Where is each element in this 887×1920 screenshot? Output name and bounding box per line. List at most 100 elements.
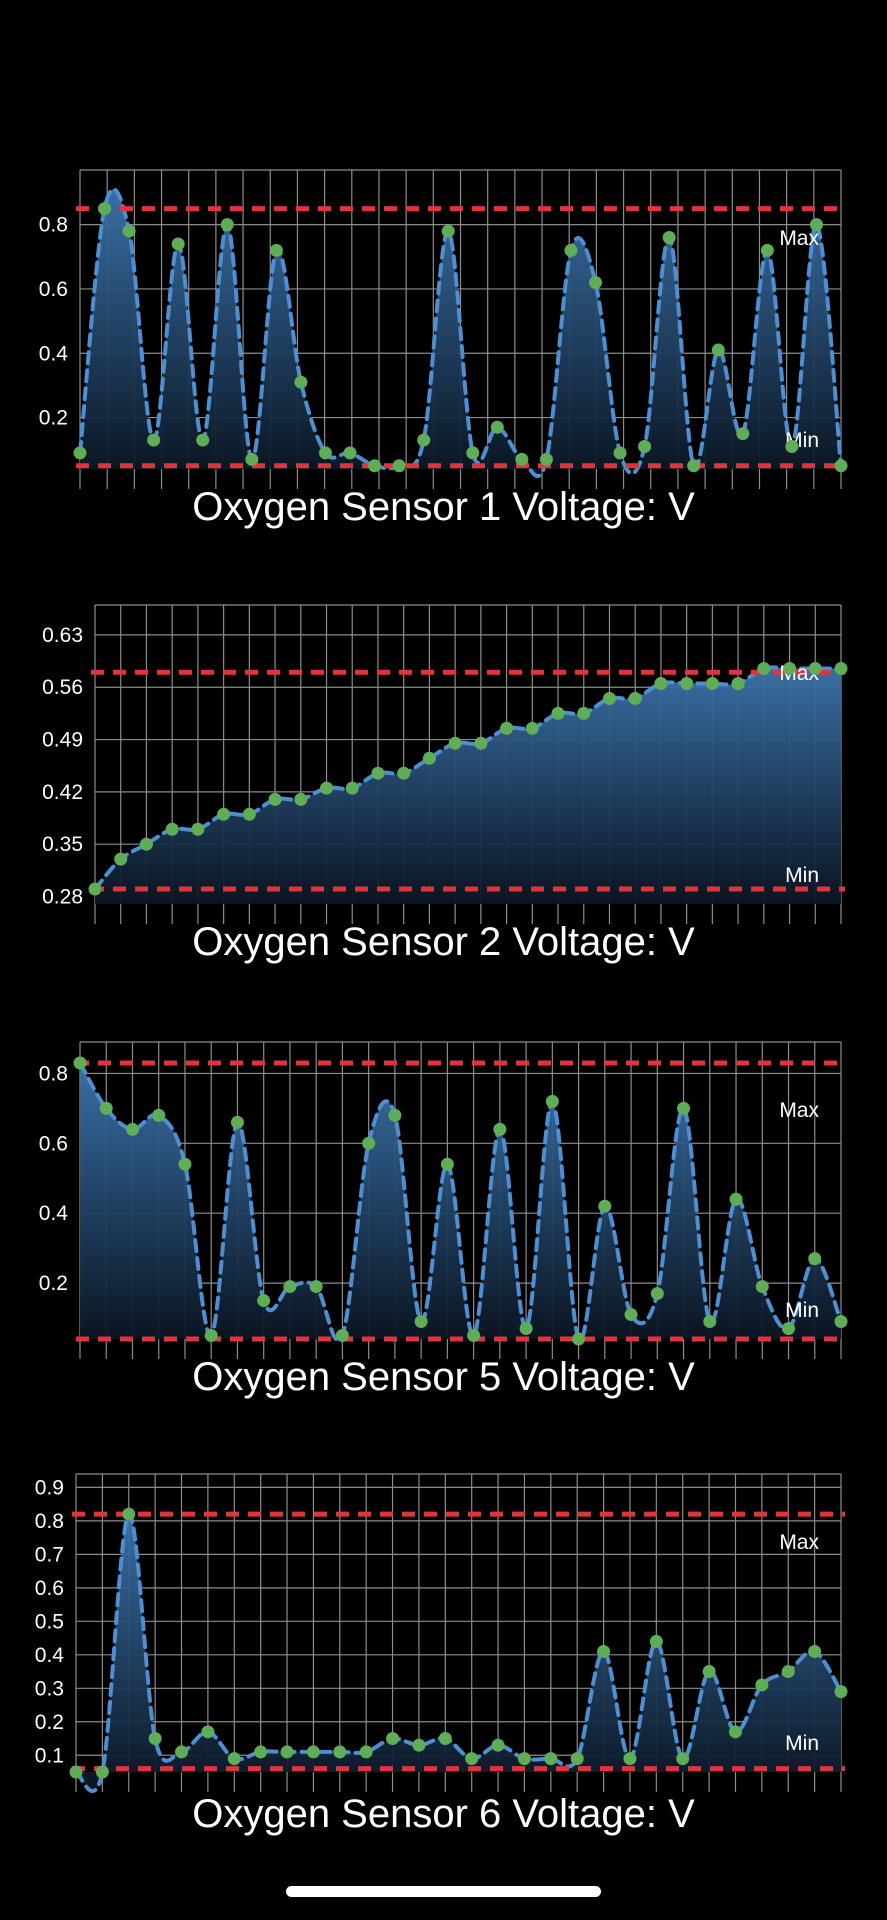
data-point xyxy=(650,1287,664,1301)
data-point xyxy=(125,1122,139,1136)
data-point xyxy=(490,420,504,434)
max-label: Max xyxy=(779,1099,819,1122)
data-point xyxy=(122,224,136,238)
data-point xyxy=(148,1732,162,1746)
y-tick-label: 0.42 xyxy=(42,781,83,804)
data-point xyxy=(268,792,282,806)
data-point xyxy=(114,852,128,866)
area-fill xyxy=(80,1063,841,1341)
data-point xyxy=(515,452,529,466)
data-point xyxy=(539,452,553,466)
data-point xyxy=(677,1101,691,1115)
data-point xyxy=(294,792,308,806)
data-point xyxy=(809,218,823,232)
min-label: Min xyxy=(785,864,819,887)
data-point xyxy=(572,1332,586,1346)
data-point xyxy=(414,1315,428,1329)
data-point xyxy=(318,446,332,460)
y-tick-label: 0.8 xyxy=(39,1062,68,1085)
data-point xyxy=(242,807,256,821)
y-tick-label: 0.56 xyxy=(42,676,83,699)
data-point xyxy=(392,459,406,473)
data-point xyxy=(808,1644,822,1658)
data-point xyxy=(628,691,642,705)
y-tick-label: 0.8 xyxy=(39,214,68,237)
min-label: Min xyxy=(785,1732,819,1755)
y-tick-label: 0.4 xyxy=(39,342,69,365)
data-point xyxy=(544,1752,558,1766)
data-point xyxy=(589,276,603,290)
data-point xyxy=(731,676,745,690)
data-point xyxy=(388,1108,402,1122)
chart-title: Oxygen Sensor 1 Voltage: V xyxy=(192,485,695,529)
data-point xyxy=(551,706,565,720)
data-point xyxy=(808,1252,822,1266)
data-point xyxy=(736,427,750,441)
chart-title: Oxygen Sensor 2 Voltage: V xyxy=(192,920,695,964)
chart-panel-6: 0.1 0.2 0.3 0.4 0.5 0.6 0.7 0.8 0.9 Max Min Oxygen… xyxy=(0,1472,887,1852)
data-point xyxy=(269,243,283,257)
data-point xyxy=(362,1136,376,1150)
data-point xyxy=(191,822,205,836)
y-tick-label: 0.9 xyxy=(35,1476,64,1499)
data-point xyxy=(309,1280,323,1294)
data-point xyxy=(808,662,822,676)
y-tick-label: 0.63 xyxy=(42,624,83,647)
chart-title: Oxygen Sensor 6 Voltage: V xyxy=(192,1792,695,1836)
data-point xyxy=(294,375,308,389)
data-point xyxy=(371,766,385,780)
chart-title: Oxygen Sensor 5 Voltage: V xyxy=(192,1355,695,1399)
data-point xyxy=(171,237,185,251)
home-indicator[interactable] xyxy=(286,1886,601,1897)
data-point xyxy=(139,837,153,851)
data-point xyxy=(519,1322,533,1336)
data-point xyxy=(257,1294,271,1308)
data-point xyxy=(729,1192,743,1206)
y-tick-label: 0.4 xyxy=(35,1644,65,1667)
data-point xyxy=(283,1280,297,1294)
data-point xyxy=(757,662,771,676)
data-point xyxy=(834,1315,848,1329)
series-line xyxy=(74,1512,843,1793)
data-point xyxy=(306,1745,320,1759)
data-point xyxy=(755,1280,769,1294)
oxygen-sensor-5-chart: 0.2 0.4 0.6 0.8 Max Min xyxy=(39,1041,848,1359)
data-point xyxy=(386,1732,400,1746)
data-point xyxy=(217,807,231,821)
data-point xyxy=(99,1101,113,1115)
y-tick-label: 0.35 xyxy=(42,833,83,856)
data-point xyxy=(711,343,725,357)
y-tick-label: 0.3 xyxy=(35,1677,64,1700)
data-point xyxy=(73,446,87,460)
data-point xyxy=(680,676,694,690)
data-point xyxy=(152,1108,166,1122)
data-point xyxy=(69,1765,83,1779)
data-point xyxy=(662,231,676,245)
data-point xyxy=(493,1122,507,1136)
data-point xyxy=(545,1094,559,1108)
data-point xyxy=(465,1752,479,1766)
data-point xyxy=(782,1322,796,1336)
data-point xyxy=(417,433,431,447)
data-point xyxy=(598,1199,612,1213)
y-tick-label: 0.2 xyxy=(39,1272,68,1295)
y-tick-label: 0.7 xyxy=(35,1543,64,1566)
data-point xyxy=(220,218,234,232)
data-point xyxy=(491,1738,505,1752)
y-tick-label: 0.6 xyxy=(35,1577,64,1600)
data-point xyxy=(676,1752,690,1766)
data-point xyxy=(760,243,774,257)
y-tick-label: 0.5 xyxy=(35,1610,64,1633)
data-point xyxy=(165,822,179,836)
data-point xyxy=(175,1745,189,1759)
data-point xyxy=(204,1329,218,1343)
data-point xyxy=(440,1157,454,1171)
chart-panel-2: 0.28 0.35 0.42 0.49 0.56 0.63 Max Min Oxygen Se… xyxy=(0,600,887,980)
data-point xyxy=(230,1115,244,1129)
data-point xyxy=(728,1725,742,1739)
data-point xyxy=(500,721,514,735)
data-point xyxy=(122,1507,136,1521)
data-point xyxy=(343,446,357,460)
data-point xyxy=(649,1634,663,1648)
data-point xyxy=(335,1329,349,1343)
